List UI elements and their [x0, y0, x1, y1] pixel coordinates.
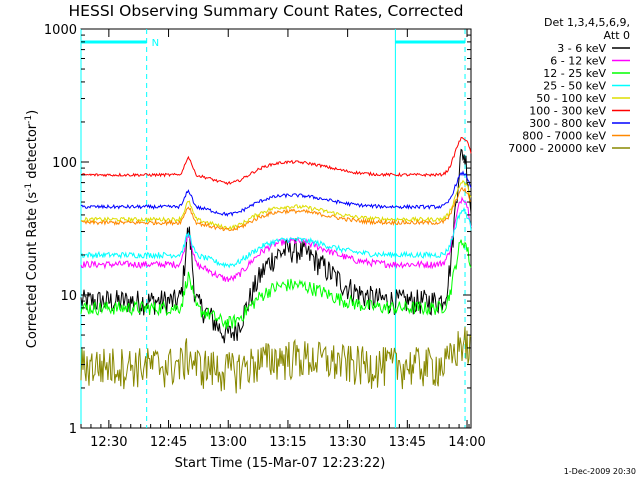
axis-ticks: 12:30 12:45 13:00 13:15 13:30 13:45 14:00 1 10 10… — [44, 23, 486, 450]
series-line-2 — [80, 239, 472, 330]
y-axis-label: Corrected Count Rate (s-1 detector-1) — [24, 110, 40, 348]
y-axis-label-sup2: -1 — [24, 115, 34, 124]
y-tick-label-1: 10 — [60, 289, 77, 304]
legend-label-2: 12 - 25 keV — [543, 67, 606, 80]
legend-label-0: 3 - 6 keV — [557, 42, 606, 55]
y-axis-label-part1: Corrected Count Rate (s — [25, 192, 40, 349]
legend-label-8: 7000 - 20000 keV — [508, 142, 606, 155]
x-tick-label-1: 12:45 — [150, 435, 187, 450]
series-line-7 — [80, 186, 472, 232]
series-line-1 — [80, 196, 472, 282]
series-line-3 — [80, 206, 472, 269]
x-axis-label: Start Time (15-Mar-07 12:23:22) — [175, 456, 386, 471]
night-label: N — [152, 38, 159, 49]
chart-title: HESSI Observing Summary Count Rates, Cor… — [69, 2, 464, 20]
y-tick-label-3: 1000 — [44, 23, 77, 38]
legend-label-5: 100 - 300 keV — [529, 105, 606, 118]
legend-label-3: 25 - 50 keV — [543, 80, 606, 93]
legend-label-7: 800 - 7000 keV — [522, 130, 606, 143]
series-line-0 — [80, 148, 472, 344]
legend-label-1: 6 - 12 keV — [550, 55, 606, 68]
series-line-4 — [80, 179, 472, 231]
y-tick-label-2: 100 — [52, 156, 77, 171]
legend-header-line1: Det 1,3,4,5,6,9, — [544, 16, 630, 29]
series-line-8 — [80, 326, 472, 394]
x-tick-label-6: 14:00 — [448, 435, 485, 450]
legend-label-4: 50 - 100 keV — [536, 92, 606, 105]
x-tick-label-4: 13:30 — [329, 435, 366, 450]
y-axis-label-sup1: -1 — [24, 183, 34, 192]
series-line-6 — [80, 170, 472, 217]
y-axis-label-part3: ) — [25, 110, 40, 115]
y-tick-label-0: 1 — [69, 422, 77, 437]
series-layer — [80, 136, 472, 394]
x-tick-label-2: 13:00 — [210, 435, 247, 450]
y-axis-label-part2: detector — [25, 123, 40, 183]
x-tick-label-5: 13:45 — [389, 435, 426, 450]
series-line-5 — [80, 136, 472, 186]
footer-timestamp: 1-Dec-2009 20:30 — [564, 467, 636, 476]
legend-label-6: 300 - 800 keV — [529, 117, 606, 130]
x-tick-label-3: 13:15 — [269, 435, 306, 450]
night-markers: N — [80, 29, 466, 428]
x-tick-label-0: 12:30 — [90, 435, 127, 450]
legend-header-line2: Att 0 — [604, 29, 630, 42]
